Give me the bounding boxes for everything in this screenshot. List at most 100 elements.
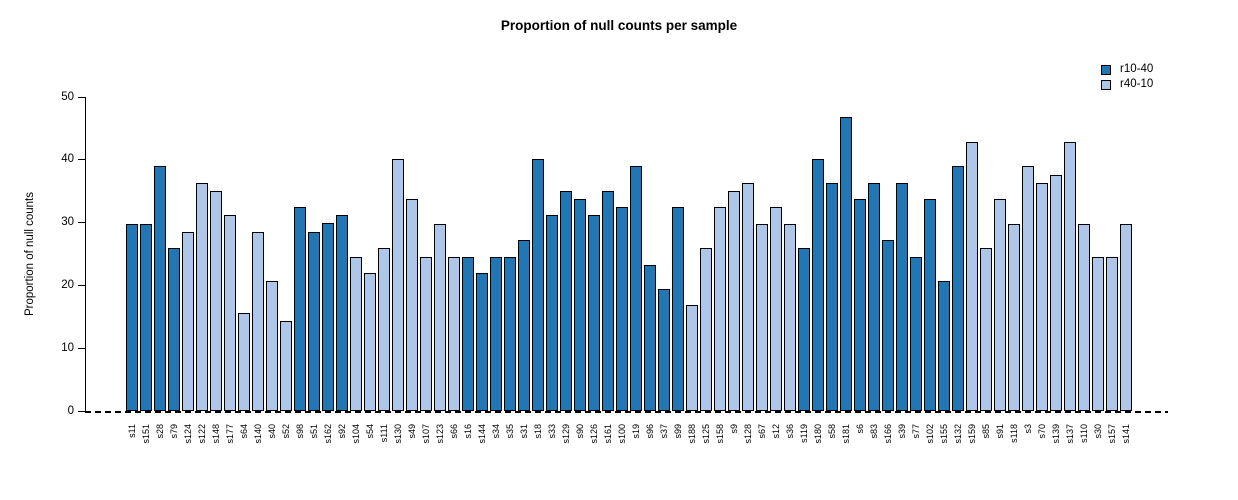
bar-s58 xyxy=(826,182,838,412)
x-tick-label: s151 xyxy=(140,424,151,444)
x-tick-label: s58 xyxy=(826,424,837,439)
bar-s125 xyxy=(700,247,712,412)
x-tick-label: s132 xyxy=(952,424,963,444)
x-tick-label: s90 xyxy=(574,424,585,439)
x-tick-label: s96 xyxy=(644,424,655,439)
bar-s111 xyxy=(378,247,390,412)
bar-s130 xyxy=(392,158,404,412)
x-tick-label: s66 xyxy=(448,424,459,439)
x-tick-label: s12 xyxy=(770,424,781,439)
x-tick-label: s126 xyxy=(588,424,599,444)
x-tick-label: s39 xyxy=(896,424,907,439)
x-tick-label: s100 xyxy=(616,424,627,444)
x-tick-label: s92 xyxy=(336,424,347,439)
x-tick-label: s49 xyxy=(406,424,417,439)
x-tick-label: s102 xyxy=(924,424,935,444)
x-tick-label: s159 xyxy=(966,424,977,444)
x-tick-label: s155 xyxy=(938,424,949,444)
bar-s129 xyxy=(560,191,572,412)
x-tick-label: s31 xyxy=(518,424,529,439)
bar-s67 xyxy=(756,224,768,412)
bar-s122 xyxy=(196,182,208,412)
x-tick-label: s77 xyxy=(910,424,921,439)
x-tick-label: s166 xyxy=(882,424,893,444)
x-tick-label: s104 xyxy=(350,424,361,444)
x-tick-label: s36 xyxy=(784,424,795,439)
bar-s102 xyxy=(924,198,936,412)
x-tick-label: s34 xyxy=(490,424,501,439)
bar-s12 xyxy=(770,207,782,412)
x-tick-label: s35 xyxy=(504,424,515,439)
x-tick-label: s158 xyxy=(714,424,725,444)
bar-s28 xyxy=(154,166,166,412)
bar-s177 xyxy=(224,215,236,412)
y-tick-mark xyxy=(78,96,85,98)
y-tick-label: 10 xyxy=(61,342,74,355)
x-tick-label: s85 xyxy=(980,424,991,439)
bar-s126 xyxy=(588,215,600,412)
legend: r10-40 r40-10 xyxy=(1101,62,1153,92)
bar-s6 xyxy=(854,198,866,412)
bar-s16 xyxy=(462,257,474,412)
x-tick-label: s119 xyxy=(798,424,809,443)
x-tick-label: s19 xyxy=(630,424,641,439)
bar-s110 xyxy=(1078,224,1090,412)
x-tick-label: s91 xyxy=(994,424,1005,439)
bar-s99 xyxy=(672,207,684,412)
x-tick-label: s52 xyxy=(280,424,291,439)
y-tick-mark xyxy=(78,159,85,161)
bar-s36 xyxy=(784,224,796,412)
x-tick-label: s118 xyxy=(1008,424,1019,443)
x-tick-label: s51 xyxy=(308,424,319,439)
bar-s92 xyxy=(336,215,348,412)
legend-label: r10-40 xyxy=(1120,63,1154,75)
bar-s181 xyxy=(840,117,852,412)
bar-s35 xyxy=(504,257,516,412)
bar-s137 xyxy=(1064,142,1076,412)
bar-s151 xyxy=(140,224,152,412)
x-tick-label: s30 xyxy=(1092,424,1103,439)
x-tick-label: s28 xyxy=(154,424,165,439)
bar-s98 xyxy=(294,207,306,412)
y-tick-mark xyxy=(78,222,85,224)
x-tick-label: s111 xyxy=(378,424,389,443)
y-axis-title: Proportion of null counts xyxy=(24,191,36,317)
bar-s124 xyxy=(182,232,194,412)
bar-s123 xyxy=(434,224,446,412)
y-tick-label: 40 xyxy=(61,153,74,166)
x-tick-label: s130 xyxy=(392,424,403,444)
legend-item-r10-40: r10-40 xyxy=(1101,62,1153,77)
bar-s19 xyxy=(630,166,642,412)
bar-s34 xyxy=(490,257,502,412)
x-tick-label: s83 xyxy=(868,424,879,439)
x-tick-label: s161 xyxy=(602,424,613,444)
bar-s161 xyxy=(602,191,614,412)
x-tick-label: s144 xyxy=(476,424,487,444)
bar-s85 xyxy=(980,247,992,412)
y-tick-mark xyxy=(78,411,85,412)
bar-s64 xyxy=(238,313,250,412)
bar-s49 xyxy=(406,198,418,412)
x-tick-label: s99 xyxy=(672,424,683,439)
bar-s166 xyxy=(882,239,894,412)
bar-s141 xyxy=(1120,224,1132,412)
x-tick-label: s9 xyxy=(728,424,739,434)
bar-s31 xyxy=(518,239,530,412)
x-tick-label: s140 xyxy=(252,424,263,444)
x-tick-label: s11 xyxy=(126,424,137,438)
bar-s66 xyxy=(448,257,460,412)
y-tick-mark xyxy=(78,348,85,350)
bar-s188 xyxy=(686,305,698,412)
zero-baseline-dashed xyxy=(85,410,1168,413)
bar-s107 xyxy=(420,257,432,412)
y-axis-line xyxy=(85,97,86,412)
bar-s100 xyxy=(616,207,628,412)
bar-s128 xyxy=(742,182,754,412)
x-tick-label: s148 xyxy=(210,424,221,444)
x-tick-label: s137 xyxy=(1064,424,1075,444)
bar-s157 xyxy=(1106,257,1118,412)
x-tick-label: s70 xyxy=(1036,424,1047,439)
bar-s51 xyxy=(308,232,320,412)
bar-s91 xyxy=(994,198,1006,412)
